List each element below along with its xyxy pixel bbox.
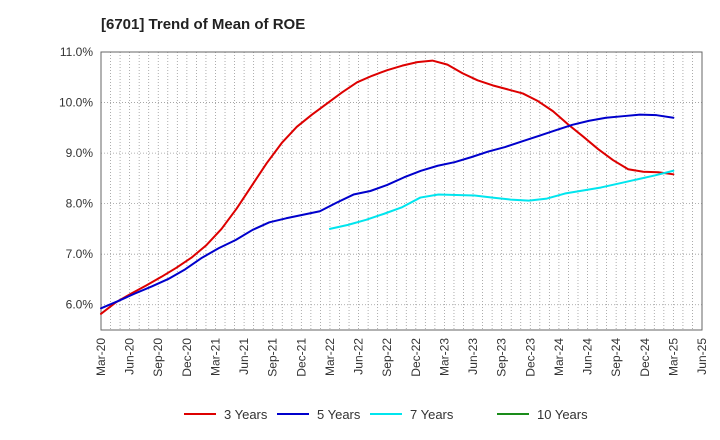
legend-label: 10 Years (537, 407, 588, 422)
x-tick-label: Jun-23 (466, 338, 480, 375)
x-tick-label: Sep-20 (151, 338, 165, 377)
x-tick-label: Jun-21 (237, 338, 251, 375)
chart-title: [6701] Trend of Mean of ROE (101, 16, 306, 33)
y-tick-label: 7.0% (66, 247, 94, 261)
series-line-5-years (100, 113, 675, 310)
series-lines (100, 59, 675, 315)
x-tick-label: Mar-20 (94, 338, 108, 376)
x-tick-label: Dec-22 (409, 338, 423, 377)
x-tick-label: Jun-24 (581, 338, 595, 375)
series-line-7-years (328, 169, 675, 230)
x-tick-label: Mar-24 (552, 338, 566, 376)
x-tick-label: Sep-21 (266, 338, 280, 377)
y-tick-label: 6.0% (66, 298, 94, 312)
x-tick-label: Mar-22 (323, 338, 337, 376)
x-tick-label: Mar-21 (208, 338, 222, 376)
y-tick-label: 8.0% (66, 197, 94, 211)
x-tick-label: Mar-23 (437, 338, 451, 376)
x-tick-label: Sep-24 (609, 338, 623, 377)
plot-frame (100, 51, 703, 331)
x-tick-label: Jun-25 (695, 338, 709, 375)
x-tick-label: Jun-22 (352, 338, 366, 375)
y-tick-label: 11.0% (60, 45, 93, 59)
x-tick-label: Mar-25 (666, 338, 680, 376)
x-tick-label: Jun-20 (123, 338, 137, 375)
x-tick-label: Dec-24 (638, 338, 652, 377)
grid-lines (101, 51, 702, 330)
y-axis: 6.0% 7.0% 8.0% 9.0% 10.0% 11.0% (59, 45, 93, 312)
legend-label: 3 Years (224, 407, 268, 422)
x-tick-label: Sep-23 (495, 338, 509, 377)
x-tick-label: Sep-22 (380, 338, 394, 377)
legend-label: 5 Years (317, 407, 361, 422)
series-line-3-years (100, 59, 675, 315)
x-axis: Mar-20 Jun-20 Sep-20 Dec-20 Mar-21 Jun-21 Sep-… (94, 338, 709, 377)
y-tick-label: 9.0% (66, 146, 94, 160)
x-tick-label: Dec-20 (180, 338, 194, 377)
y-tick-label: 10.0% (59, 96, 93, 110)
x-tick-label: Dec-21 (294, 338, 308, 377)
legend: 3 Years 5 Years 7 Years 10 Years (184, 407, 588, 422)
x-tick-label: Dec-23 (523, 338, 537, 377)
legend-label: 7 Years (410, 407, 454, 422)
